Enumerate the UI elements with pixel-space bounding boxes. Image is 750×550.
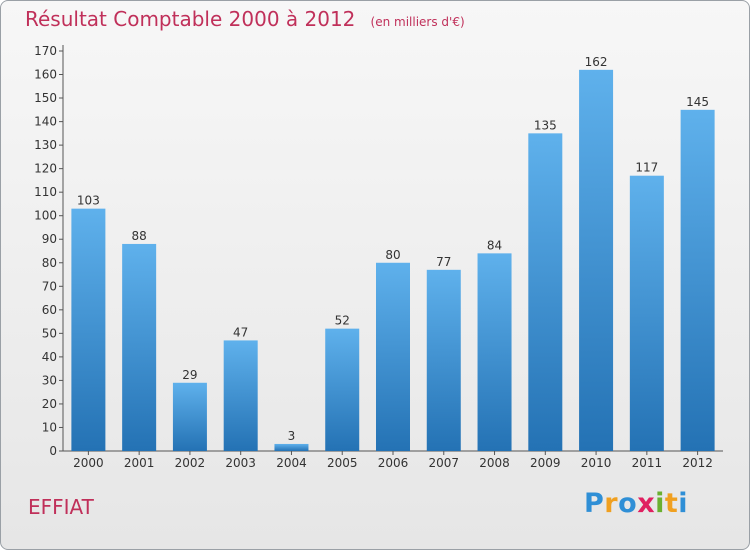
bar-value-label: 47: [233, 325, 248, 339]
y-tick-label: 160: [34, 68, 57, 82]
x-tick-label: 2003: [225, 456, 256, 470]
y-tick-label: 40: [42, 350, 57, 364]
x-tick-label: 2000: [73, 456, 104, 470]
proxiti-logo[interactable]: Proxiti: [584, 488, 688, 519]
logo-letter: P: [584, 488, 605, 519]
x-tick-label: 2010: [581, 456, 612, 470]
bar: [172, 382, 207, 451]
bar-value-label: 162: [585, 55, 608, 69]
x-tick-label: 2008: [479, 456, 510, 470]
y-tick-label: 0: [49, 444, 57, 458]
bar: [426, 269, 461, 451]
logo-letter: t: [664, 488, 679, 519]
bar: [579, 69, 614, 451]
bar: [122, 243, 157, 451]
y-tick-label: 70: [42, 279, 57, 293]
logo-letter: x: [637, 488, 656, 519]
bar: [680, 109, 715, 451]
x-tick-label: 2001: [124, 456, 155, 470]
y-tick-label: 60: [42, 303, 57, 317]
y-tick-label: 110: [34, 185, 57, 199]
bar-value-label: 29: [182, 368, 197, 382]
bar: [477, 253, 512, 451]
logo-letter: r: [604, 488, 619, 519]
logo-letter: o: [618, 488, 638, 519]
y-tick-label: 120: [34, 162, 57, 176]
bar: [274, 443, 309, 451]
logo-letter: i: [655, 488, 665, 519]
bar: [325, 328, 360, 451]
bar-value-label: 117: [635, 161, 658, 175]
y-tick-label: 30: [42, 373, 57, 387]
logo-letter: i: [678, 488, 689, 519]
y-tick-label: 140: [34, 115, 57, 129]
chart-subtitle: (en milliers d'€): [370, 15, 465, 29]
y-tick-label: 20: [42, 397, 57, 411]
chart-title: Résultat Comptable 2000 à 2012: [25, 7, 356, 31]
x-tick-label: 2012: [682, 456, 713, 470]
x-tick-label: 2005: [327, 456, 358, 470]
x-tick-label: 2006: [378, 456, 409, 470]
x-tick-label: 2009: [530, 456, 561, 470]
y-tick-label: 130: [34, 138, 57, 152]
bar: [71, 208, 106, 451]
bar-value-label: 145: [686, 95, 709, 109]
x-tick-label: 2004: [276, 456, 307, 470]
y-tick-label: 50: [42, 326, 57, 340]
y-tick-label: 10: [42, 420, 57, 434]
bar: [528, 133, 563, 451]
bar-value-label: 52: [335, 314, 350, 328]
bar-value-label: 88: [132, 229, 147, 243]
x-tick-label: 2011: [632, 456, 663, 470]
bar: [223, 340, 258, 451]
y-tick-label: 90: [42, 232, 57, 246]
bar: [376, 262, 410, 451]
y-tick-label: 150: [34, 91, 57, 105]
chart-title-block: Résultat Comptable 2000 à 2012 (en milli…: [25, 7, 465, 31]
bar: [629, 175, 664, 452]
y-tick-label: 100: [34, 209, 57, 223]
x-tick-label: 2007: [428, 456, 459, 470]
bar-value-label: 135: [534, 118, 557, 132]
bar-value-label: 80: [385, 248, 400, 262]
x-tick-label: 2002: [175, 456, 206, 470]
commune-name: EFFIAT: [28, 495, 94, 519]
bar-value-label: 84: [487, 238, 502, 252]
bar-value-label: 103: [77, 194, 100, 208]
bar-value-label: 3: [288, 429, 296, 443]
bar-value-label: 77: [436, 255, 451, 269]
y-tick-label: 170: [34, 44, 57, 58]
y-tick-label: 80: [42, 256, 57, 270]
